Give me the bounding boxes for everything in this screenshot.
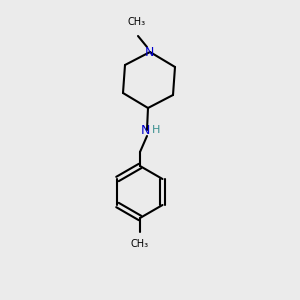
Text: CH₃: CH₃ — [128, 17, 146, 27]
Text: H: H — [152, 125, 160, 135]
Text: N: N — [140, 124, 150, 136]
Text: N: N — [144, 46, 154, 59]
Text: CH₃: CH₃ — [131, 239, 149, 249]
